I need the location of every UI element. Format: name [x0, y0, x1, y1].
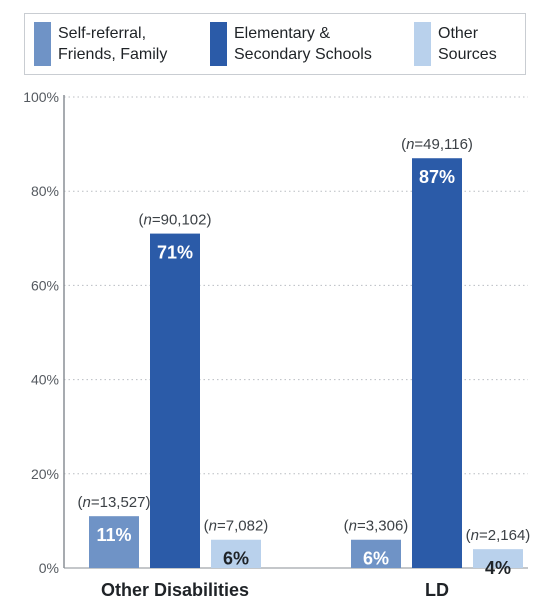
y-tick-label: 0%: [39, 560, 59, 576]
legend-label: Other Sources: [438, 25, 497, 63]
n-label: (n=3,306): [344, 518, 409, 535]
legend-label: Elementary & Secondary Schools: [234, 25, 372, 63]
n-label: (n=13,527): [78, 494, 151, 511]
legend-swatch: [34, 22, 51, 66]
bar: [89, 516, 139, 568]
y-tick-label: 40%: [31, 372, 59, 388]
bar: [473, 549, 523, 568]
n-label: (n=7,082): [204, 518, 269, 535]
y-tick-label: 60%: [31, 277, 59, 293]
y-tick-label: 100%: [23, 89, 59, 105]
legend: Self-referral, Friends, Family Elementary …: [24, 13, 526, 75]
bar: [211, 539, 261, 568]
value-label: 11%: [96, 525, 131, 545]
y-tick-label: 20%: [31, 466, 59, 482]
bar: [150, 233, 200, 568]
category-label: LD: [425, 580, 449, 600]
category-label: Other Disabilities: [101, 580, 249, 600]
value-label: 4%: [485, 558, 511, 578]
legend-label: Self-referral, Friends, Family: [58, 25, 167, 63]
value-label: 71%: [157, 243, 193, 263]
bar: [351, 539, 401, 568]
legend-swatch: [414, 22, 431, 66]
n-label: (n=49,116): [401, 136, 473, 153]
bar: [412, 158, 462, 569]
legend-swatch: [210, 22, 227, 66]
n-label: (n=2,164): [466, 527, 531, 544]
value-label: 6%: [363, 549, 389, 569]
value-label: 87%: [419, 167, 455, 187]
y-tick-label: 80%: [31, 183, 59, 199]
legend-canvas: Self-referral, Friends, Family Elementary …: [34, 22, 497, 66]
value-label: 6%: [223, 549, 249, 569]
n-label: (n=90,102): [139, 212, 212, 229]
